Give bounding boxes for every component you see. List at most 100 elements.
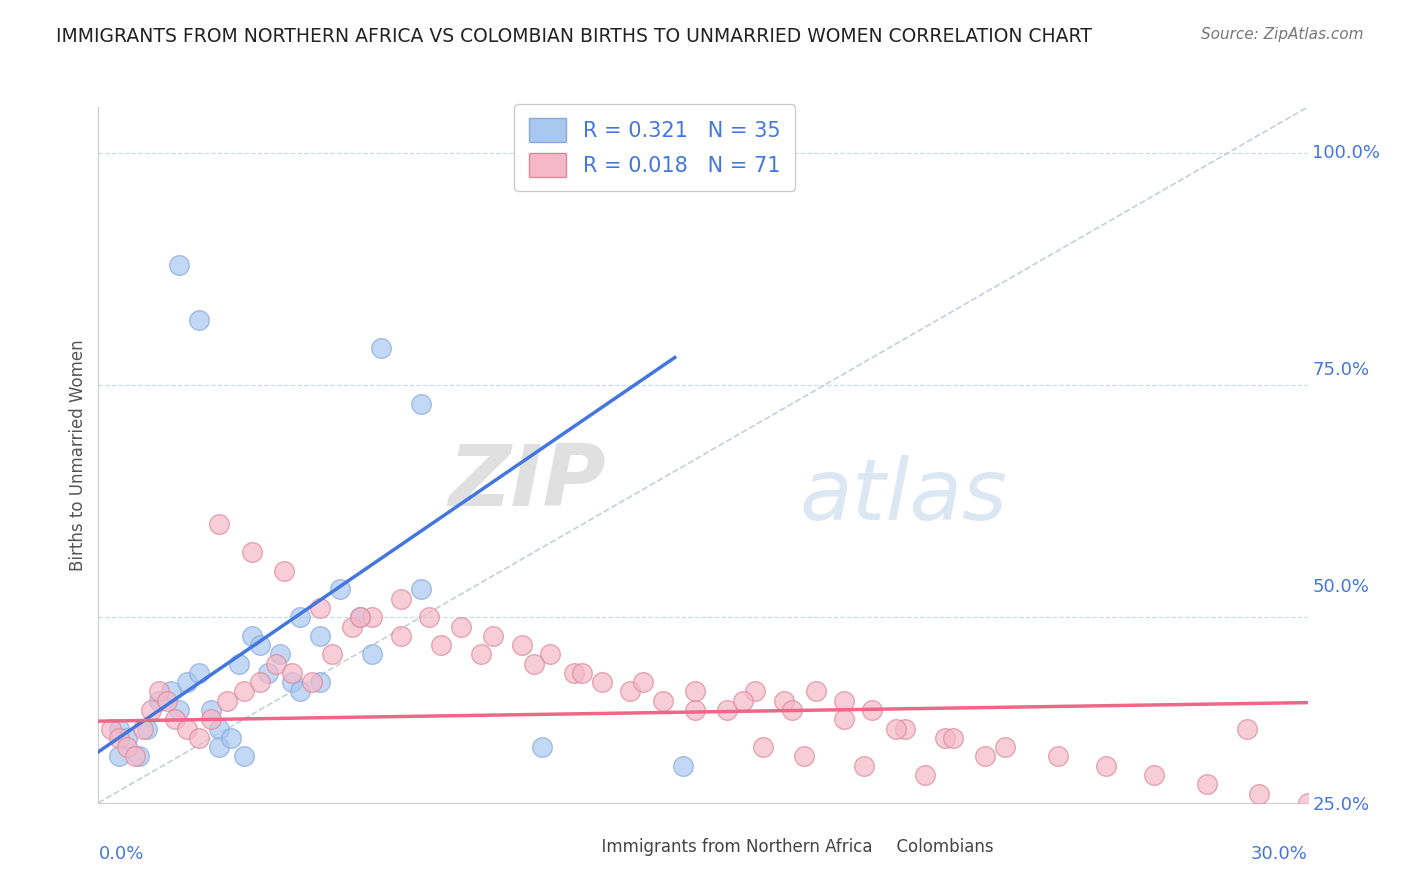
Point — [128, 749, 150, 764]
Text: Source: ZipAtlas.com: Source: ZipAtlas.com — [1201, 27, 1364, 42]
Point — [418, 610, 440, 624]
Point — [107, 749, 129, 764]
Point — [974, 749, 997, 764]
Point — [208, 517, 231, 532]
Point — [107, 722, 129, 736]
Point — [176, 675, 198, 690]
Point — [221, 731, 243, 745]
Point — [1095, 758, 1118, 772]
Point — [148, 694, 170, 708]
Point — [530, 740, 553, 755]
Point — [370, 341, 392, 355]
Point — [240, 629, 263, 643]
Point — [672, 758, 695, 772]
Point — [132, 722, 155, 736]
Point — [683, 684, 706, 698]
Point — [744, 684, 766, 698]
Point — [409, 397, 432, 411]
Point — [188, 313, 211, 327]
Point — [683, 703, 706, 717]
Point — [200, 712, 222, 726]
Point — [631, 675, 654, 690]
Point — [361, 648, 384, 662]
Point — [716, 703, 738, 717]
Point — [115, 731, 138, 745]
Point — [752, 740, 775, 755]
Point — [1296, 796, 1319, 810]
Text: atlas: atlas — [800, 455, 1008, 538]
Point — [1277, 870, 1299, 884]
Point — [1249, 787, 1271, 801]
Point — [994, 740, 1017, 755]
Point — [793, 749, 815, 764]
Point — [208, 722, 231, 736]
Point — [538, 648, 561, 662]
Point — [148, 684, 170, 698]
Point — [804, 684, 827, 698]
Point — [934, 731, 956, 745]
Point — [914, 768, 936, 782]
Point — [163, 712, 186, 726]
Point — [288, 684, 311, 698]
Point — [281, 675, 304, 690]
Text: ZIP: ZIP — [449, 442, 606, 524]
Point — [893, 722, 915, 736]
Point — [139, 703, 162, 717]
Point — [886, 722, 908, 736]
Point — [176, 722, 198, 736]
Point — [1236, 722, 1258, 736]
Y-axis label: Births to Unmarried Women: Births to Unmarried Women — [69, 339, 87, 571]
Text: Immigrants from Northern Africa: Immigrants from Northern Africa — [591, 838, 872, 856]
Point — [273, 564, 295, 578]
Point — [167, 258, 190, 272]
Point — [733, 694, 755, 708]
Point — [208, 740, 231, 755]
Point — [309, 601, 332, 615]
Point — [167, 703, 190, 717]
Point — [832, 712, 855, 726]
Point — [591, 675, 613, 690]
Point — [361, 610, 384, 624]
Text: 0.0%: 0.0% — [98, 845, 143, 863]
Point — [349, 610, 371, 624]
Point — [772, 694, 794, 708]
Point — [264, 657, 287, 671]
Point — [853, 758, 876, 772]
Point — [269, 648, 291, 662]
Point — [780, 703, 803, 717]
Point — [256, 665, 278, 680]
Point — [389, 629, 412, 643]
Point — [562, 665, 585, 680]
Point — [232, 684, 254, 698]
Point — [342, 619, 364, 633]
Point — [249, 638, 271, 652]
Point — [228, 657, 250, 671]
Point — [619, 684, 641, 698]
Point — [470, 648, 492, 662]
Point — [482, 629, 505, 643]
Point — [523, 657, 546, 671]
Point — [651, 694, 673, 708]
Point — [217, 694, 239, 708]
Point — [100, 722, 122, 736]
Point — [188, 731, 211, 745]
Point — [571, 665, 593, 680]
Point — [124, 749, 146, 764]
Point — [309, 675, 332, 690]
Point — [329, 582, 352, 597]
Point — [1143, 768, 1166, 782]
Text: 30.0%: 30.0% — [1251, 845, 1308, 863]
Point — [1195, 777, 1218, 791]
Point — [1046, 749, 1069, 764]
Point — [832, 694, 855, 708]
Point — [349, 610, 371, 624]
Point — [232, 749, 254, 764]
Point — [301, 675, 323, 690]
Point — [160, 684, 183, 698]
Point — [249, 675, 271, 690]
Point — [510, 638, 533, 652]
Point — [200, 703, 222, 717]
Point — [942, 731, 965, 745]
Point — [188, 665, 211, 680]
Legend: R = 0.321   N = 35, R = 0.018   N = 71: R = 0.321 N = 35, R = 0.018 N = 71 — [515, 103, 796, 191]
